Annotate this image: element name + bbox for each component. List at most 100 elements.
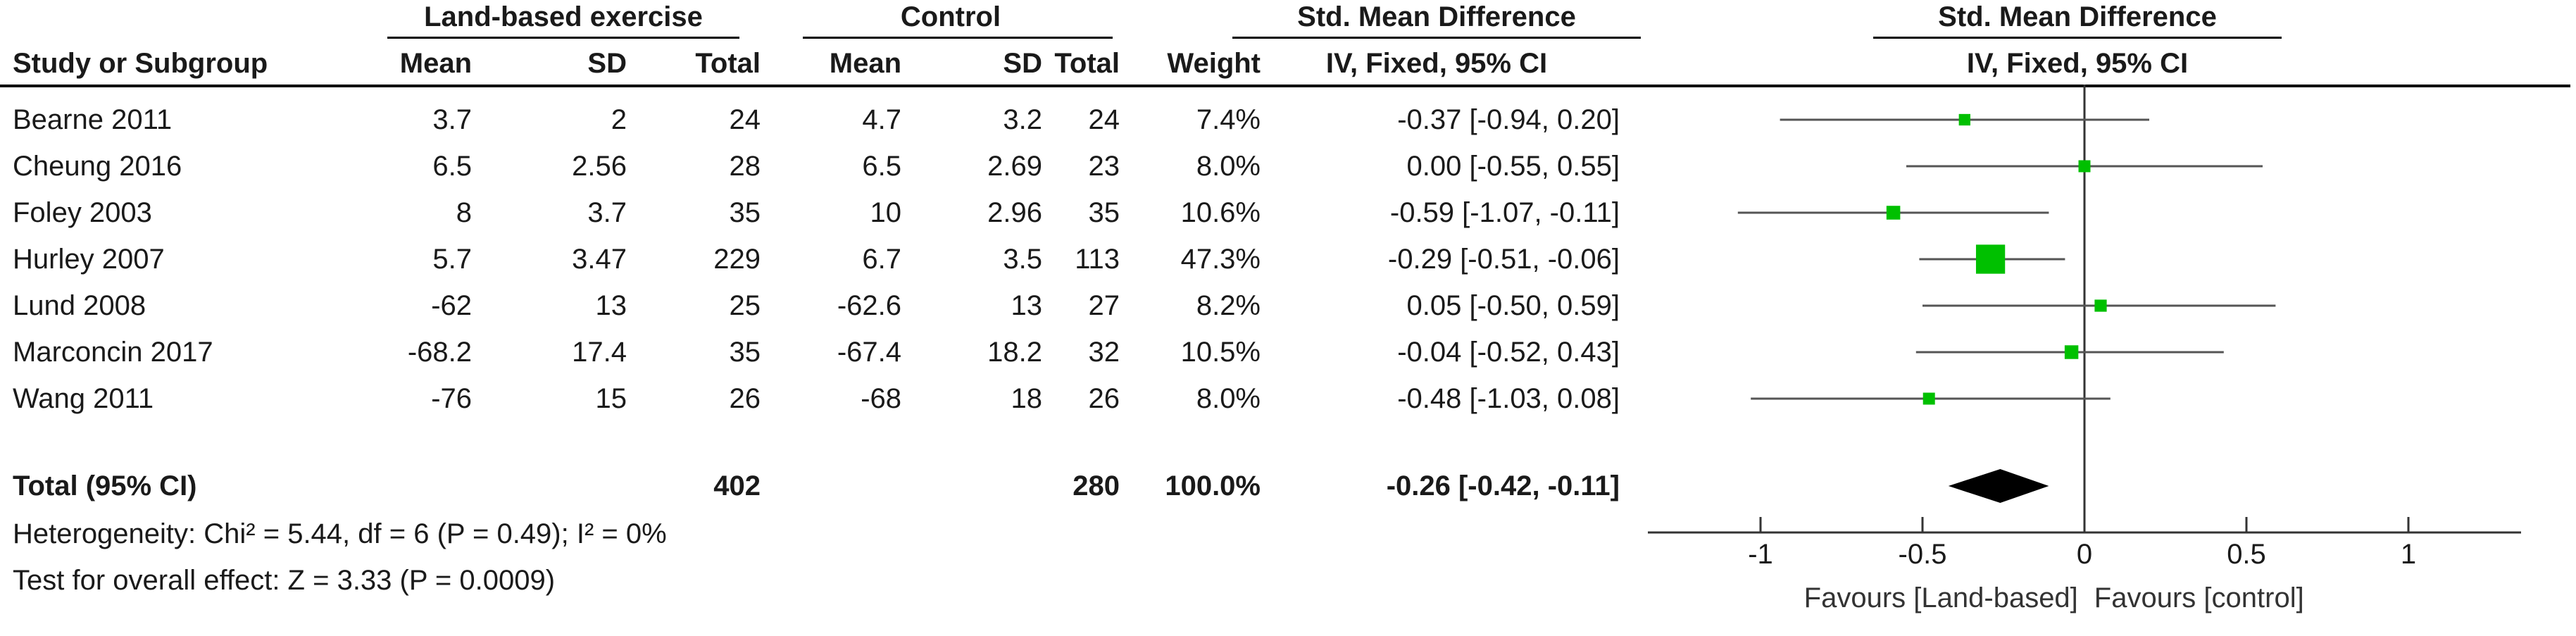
favours-left-label: Favours [Land-based] [1804, 582, 2078, 613]
ctrl-sd: 2.96 [987, 197, 1042, 228]
plot-method: IV, Fixed, 95% CI [1966, 48, 2189, 79]
study-ci-text: -0.04 [-0.52, 0.43] [1397, 337, 1620, 368]
total-ci-text: -0.26 [-0.42, -0.11] [1386, 470, 1620, 501]
ctrl-sd: 18.2 [987, 337, 1042, 368]
ctrl-sd: 18 [1011, 383, 1043, 414]
plot-title-underline [1873, 37, 2282, 39]
exp-sd: 3.47 [572, 244, 627, 275]
study-ci-text: -0.48 [-1.03, 0.08] [1397, 383, 1620, 414]
ctrl-mean: -67.4 [837, 337, 901, 368]
ctrl-sd: 3.5 [1003, 244, 1042, 275]
ctrl-total: 26 [1088, 383, 1120, 414]
weight-header: Weight [1167, 48, 1261, 79]
exp-mean: 6.5 [432, 151, 472, 182]
exp-mean: -76 [431, 383, 472, 414]
ctrl-sd: 3.2 [1003, 104, 1042, 135]
ctrl-total: 113 [1075, 244, 1120, 275]
header-rule [0, 85, 2570, 87]
effect-column-title: Std. Mean Difference [1297, 1, 1576, 32]
favours-right-label: Favours [control] [2094, 582, 2304, 613]
x-tick-label: 0 [2077, 539, 2092, 570]
total-weight: 100.0% [1165, 470, 1261, 501]
study-weight: 10.5% [1180, 337, 1261, 368]
study-ci-text: 0.00 [-0.55, 0.55] [1406, 151, 1620, 182]
exp-sd: 13 [595, 290, 627, 321]
study-ci-text: -0.37 [-0.94, 0.20] [1397, 104, 1620, 135]
ctrl-mean: -68 [861, 383, 901, 414]
study-marker [2078, 160, 2091, 173]
exp-mean-header: Mean [399, 48, 472, 79]
ctrl-mean: -62.6 [837, 290, 901, 321]
study-weight: 7.4% [1196, 104, 1261, 135]
total-exp-n: 402 [713, 470, 761, 501]
ctrl-total: 23 [1088, 151, 1120, 182]
total-label: Total (95% CI) [13, 470, 197, 501]
pooled-diamond [1948, 469, 2049, 503]
ctrl-total: 27 [1088, 290, 1120, 321]
ctrl-mean: 6.5 [862, 151, 901, 182]
exp-mean: -62 [431, 290, 472, 321]
study-column-header: Study or Subgroup [13, 48, 268, 79]
study-marker [1922, 392, 1935, 405]
exp-sd: 2 [611, 104, 627, 135]
ctrl-mean: 6.7 [862, 244, 901, 275]
ctrl-sd: 13 [1011, 290, 1043, 321]
ctrl-total: 35 [1088, 197, 1120, 228]
study-name: Hurley 2007 [13, 244, 165, 275]
exp-group-header: Land-based exercise [424, 1, 703, 32]
ctrl-mean: 4.7 [862, 104, 901, 135]
study-marker [2064, 345, 2079, 359]
x-tick-label: -0.5 [1899, 539, 1947, 570]
ctrl-group-header: Control [900, 1, 1001, 32]
study-name: Wang 2011 [13, 383, 154, 414]
study-weight: 8.0% [1196, 151, 1261, 182]
exp-total: 35 [729, 337, 761, 368]
exp-sd: 2.56 [572, 151, 627, 182]
exp-mean: 3.7 [432, 104, 472, 135]
study-name: Foley 2003 [13, 197, 152, 228]
effect-title-underline [1232, 37, 1641, 39]
study-weight: 10.6% [1180, 197, 1261, 228]
study-ci-text: -0.59 [-1.07, -0.11] [1389, 197, 1620, 228]
exp-sd: 3.7 [587, 197, 627, 228]
ctrl-sd-header: SD [1003, 48, 1042, 79]
ctrl-sd: 2.69 [987, 151, 1042, 182]
exp-sd: 15 [595, 383, 627, 414]
study-weight: 47.3% [1180, 244, 1261, 275]
study-name: Cheung 2016 [13, 151, 182, 182]
ctrl-total: 24 [1088, 104, 1120, 135]
ctrl-mean: 10 [870, 197, 902, 228]
study-ci-text: 0.05 [-0.50, 0.59] [1406, 290, 1620, 321]
exp-total: 229 [713, 244, 761, 275]
total-ctrl-n: 280 [1073, 470, 1120, 501]
study-marker [1886, 206, 1901, 220]
exp-total: 25 [729, 290, 761, 321]
x-tick-label: -1 [1748, 539, 1773, 570]
plot-title: Std. Mean Difference [1938, 1, 2217, 32]
overall-effect-text: Test for overall effect: Z = 3.33 (P = 0… [13, 565, 556, 596]
exp-mean: -68.2 [407, 337, 472, 368]
exp-sd: 17.4 [572, 337, 627, 368]
exp-mean: 5.7 [432, 244, 472, 275]
study-weight: 8.2% [1196, 290, 1261, 321]
study-weight: 8.0% [1196, 383, 1261, 414]
ctrl-total-header: Total [1054, 48, 1120, 79]
effect-column-method: IV, Fixed, 95% CI [1325, 48, 1548, 79]
exp-total: 28 [729, 151, 761, 182]
exp-total-header: Total [695, 48, 761, 79]
x-tick-label: 0.5 [2227, 539, 2266, 570]
study-name: Marconcin 2017 [13, 337, 213, 368]
exp-group-underline [387, 37, 739, 39]
ctrl-group-underline [803, 37, 1113, 39]
study-marker [1975, 244, 2006, 274]
study-ci-text: -0.29 [-0.51, -0.06] [1387, 244, 1620, 275]
heterogeneity-text: Heterogeneity: Chi² = 5.44, df = 6 (P = … [13, 518, 667, 549]
exp-total: 35 [729, 197, 761, 228]
ctrl-mean-header: Mean [829, 48, 901, 79]
exp-sd-header: SD [587, 48, 627, 79]
ctrl-total: 32 [1088, 337, 1120, 368]
study-name: Bearne 2011 [13, 104, 173, 135]
study-marker [2094, 299, 2107, 312]
x-tick-label: 1 [2401, 539, 2416, 570]
